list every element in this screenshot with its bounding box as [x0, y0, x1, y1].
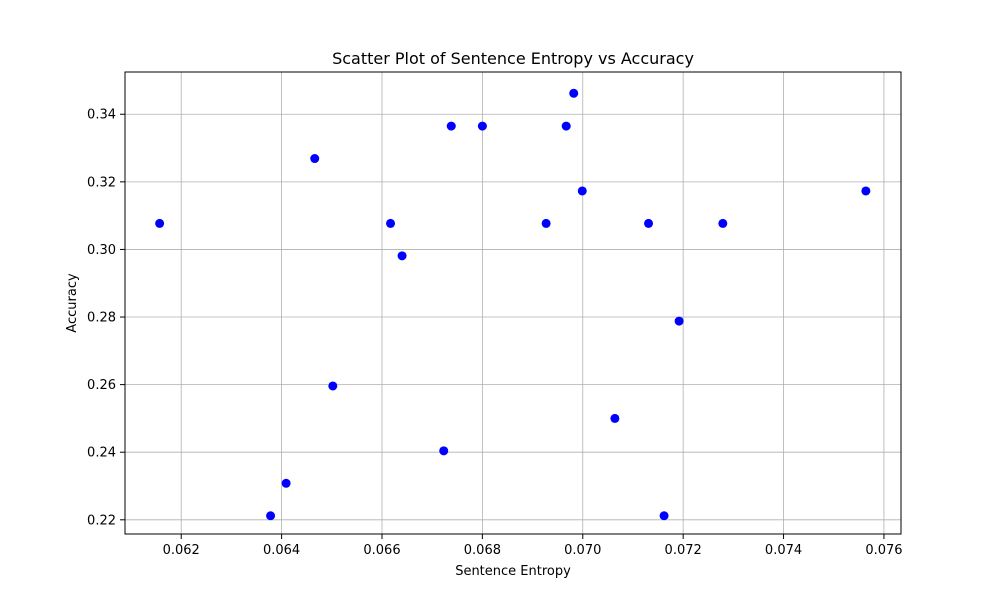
scatter-point [561, 121, 571, 131]
x-tick-label: 0.076 [865, 543, 902, 558]
x-tick-label: 0.062 [163, 543, 200, 558]
scatter-point [386, 218, 396, 228]
scatter-point [861, 186, 871, 196]
plot-area-frame [124, 71, 902, 535]
x-axis-ticks: 0.062 0.064 0.066 0.068 0.070 0.072 0.074 0.076 [163, 534, 903, 558]
y-tick-label: 0.22 [87, 513, 116, 528]
x-axis-label: Sentence Entropy [455, 564, 571, 579]
scatter-point [644, 218, 654, 228]
scatter-point [569, 88, 579, 98]
scatter-point [477, 121, 487, 131]
scatter-point [397, 251, 407, 261]
scatter-point [577, 186, 587, 196]
x-tick-label: 0.068 [464, 543, 501, 558]
scatter-point [659, 511, 669, 521]
y-axis-ticks: 0.22 0.24 0.26 0.28 0.30 0.32 0.34 [87, 108, 125, 528]
x-tick-label: 0.070 [564, 543, 601, 558]
scatter-point [674, 316, 684, 326]
y-axis-label: Accuracy [65, 273, 80, 333]
chart-title: Scatter Plot of Sentence Entropy vs Accu… [332, 49, 694, 68]
scatter-point [610, 413, 620, 423]
y-tick-label: 0.30 [87, 243, 116, 258]
scatter-point [281, 478, 291, 488]
scatter-point [155, 218, 165, 228]
x-tick-label: 0.072 [665, 543, 702, 558]
y-tick-label: 0.28 [87, 311, 116, 326]
grid-lines [125, 72, 901, 534]
scatter-point [718, 218, 728, 228]
y-tick-label: 0.24 [87, 446, 116, 461]
scatter-point [541, 218, 551, 228]
scatter-point [310, 154, 320, 164]
x-tick-label: 0.074 [765, 543, 802, 558]
scatter-points [155, 88, 871, 521]
scatter-point [439, 446, 449, 456]
x-tick-label: 0.064 [263, 543, 300, 558]
scatter-point [328, 381, 338, 391]
y-tick-label: 0.32 [87, 175, 116, 190]
y-tick-label: 0.26 [87, 378, 116, 393]
scatter-point [446, 121, 456, 131]
y-tick-label: 0.34 [87, 108, 116, 123]
scatter-point [266, 511, 276, 521]
x-tick-label: 0.066 [363, 543, 400, 558]
